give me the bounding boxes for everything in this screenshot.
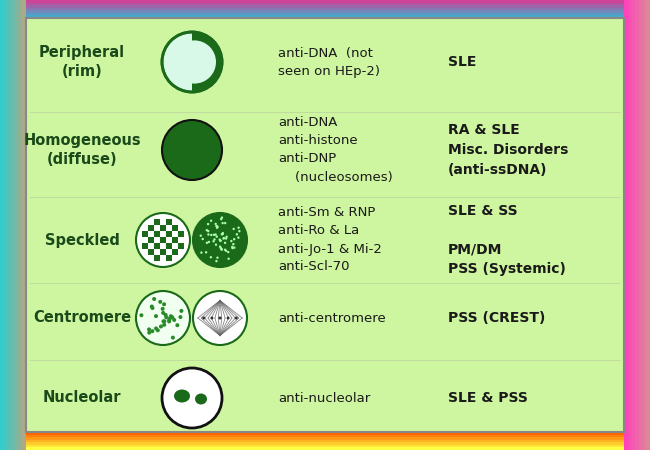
Bar — [0, 435, 650, 437]
Bar — [0, 13, 650, 15]
Bar — [11, 0, 15, 450]
Bar — [0, 440, 650, 442]
Bar — [0, 0, 4, 450]
Bar — [15, 0, 19, 450]
Bar — [0, 10, 650, 13]
Bar — [646, 0, 650, 450]
Bar — [643, 0, 646, 450]
Bar — [628, 0, 631, 450]
Bar — [635, 0, 639, 450]
Bar — [4, 0, 7, 450]
Bar — [0, 5, 650, 8]
Bar — [624, 0, 628, 450]
Bar — [0, 432, 650, 435]
Bar — [7, 0, 11, 450]
Bar — [0, 445, 650, 447]
Bar — [0, 447, 650, 450]
Bar — [0, 3, 650, 5]
Bar — [0, 15, 650, 18]
Bar — [0, 8, 650, 10]
Bar — [0, 437, 650, 440]
Bar — [0, 0, 650, 3]
Bar — [0, 442, 650, 445]
Bar — [639, 0, 643, 450]
Bar — [19, 0, 22, 450]
Bar — [22, 0, 26, 450]
Bar — [631, 0, 635, 450]
FancyBboxPatch shape — [26, 18, 624, 432]
